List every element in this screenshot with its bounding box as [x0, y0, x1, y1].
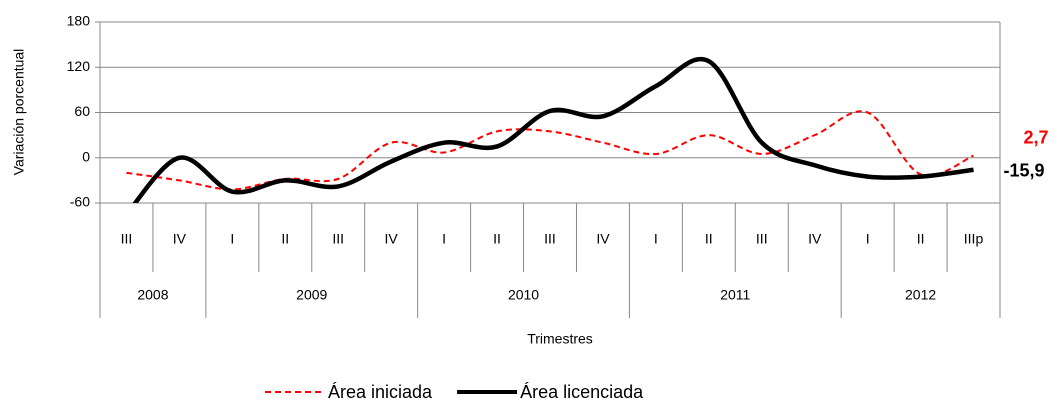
plot-lines [126, 57, 974, 203]
x-tick-label: IV [808, 231, 822, 247]
year-label: 2011 [720, 287, 750, 303]
series-line [126, 110, 974, 191]
x-tick-label: IV [385, 231, 399, 247]
x-tick-label: II [917, 231, 925, 247]
x-tick-label: IIIp [964, 231, 984, 247]
legend-label: Área iniciada [328, 382, 433, 402]
x-tick-label: III [544, 231, 556, 247]
x-tick-label: I [654, 231, 658, 247]
x-tick-label: I [230, 231, 234, 247]
y-tick-label: 0 [82, 148, 90, 164]
series-line [132, 57, 974, 203]
x-tick-label: III [756, 231, 768, 247]
value-label: 2,7 [1024, 127, 1049, 147]
y-tick-label: 120 [67, 58, 91, 74]
y-tick-label: 180 [67, 13, 91, 29]
value-label: -15,9 [1004, 160, 1045, 180]
x-tick-label: I [442, 231, 446, 247]
year-label: 2009 [296, 287, 327, 303]
x-tick-label: I [866, 231, 870, 247]
legend-label: Área licenciada [520, 382, 644, 402]
x-tick-label: II [705, 231, 713, 247]
x-axis-title: Trimestres [527, 331, 593, 347]
year-label: 2012 [905, 287, 936, 303]
y-tick-label: -60 [70, 194, 90, 210]
x-tick-label: II [281, 231, 289, 247]
year-label: 2008 [137, 287, 168, 303]
y-tick-label: 60 [74, 103, 90, 119]
y-axis-title: Variación porcentual [11, 49, 27, 176]
x-tick-label: IV [173, 231, 187, 247]
x-tick-label: III [121, 231, 133, 247]
x-tick-label: II [493, 231, 501, 247]
x-tick-label: IV [596, 231, 610, 247]
year-label: 2010 [508, 287, 539, 303]
x-tick-label: III [332, 231, 344, 247]
